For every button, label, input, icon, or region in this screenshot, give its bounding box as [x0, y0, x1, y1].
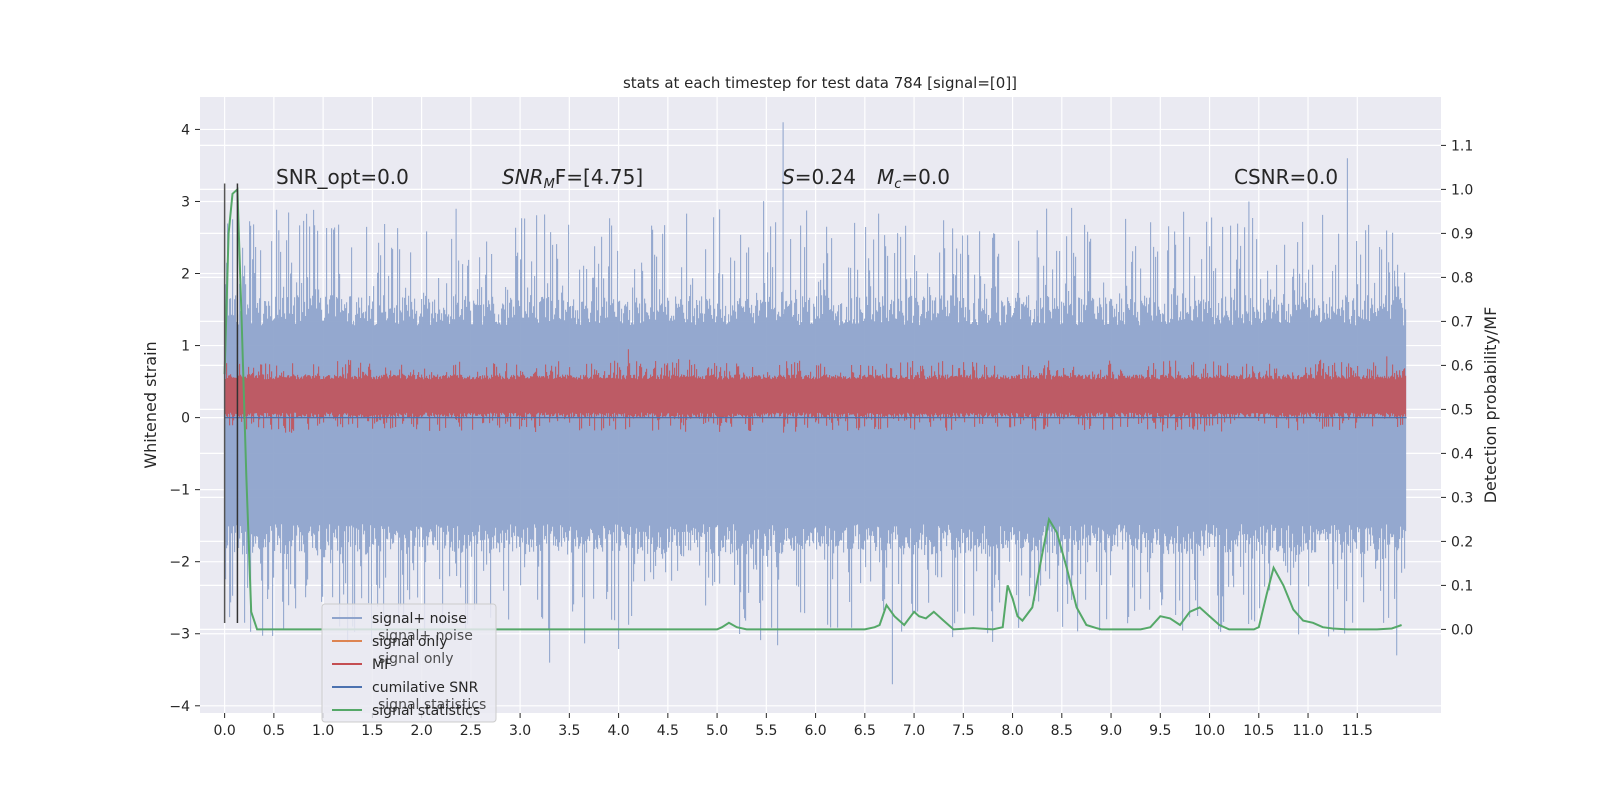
- y2-tick-label: 0.5: [1451, 402, 1473, 418]
- annotation-s: S=0.24: [782, 165, 856, 189]
- x-tick-label: 2.0: [410, 723, 432, 739]
- x-tick-label: 9.5: [1149, 723, 1171, 739]
- y-tick-label: 1: [181, 339, 190, 355]
- legend-label: signal only: [372, 634, 447, 650]
- annotation-snr-opt: SNR_opt=0.0: [276, 165, 409, 189]
- y2-tick-label: 0.1: [1451, 578, 1473, 594]
- legend-box: [321, 603, 497, 723]
- annotation-s-rest: =0.24: [795, 165, 856, 189]
- y-tick-label: 0: [181, 411, 190, 427]
- y2-axis-label: Detection probability/MF: [1481, 307, 1500, 504]
- x-tick-label: 9.0: [1100, 723, 1122, 739]
- x-tick-label: 1.5: [361, 723, 383, 739]
- legend-label: signal+ noise: [372, 611, 467, 627]
- legend-ghost-signal: signal only: [378, 651, 453, 667]
- legend-ghost-stats: signal statistics: [378, 697, 486, 713]
- x-tick-label: 0.0: [213, 723, 235, 739]
- x-tick-label: 0.5: [263, 723, 285, 739]
- y-tick-label: −1: [169, 483, 190, 499]
- y2-tick-label: 0.8: [1451, 270, 1473, 286]
- y2-tick-label: 0.3: [1451, 490, 1473, 506]
- y2-tick-label: 0.2: [1451, 534, 1473, 550]
- axes: 0.0 0.5 1.0 1.5 2.0 2.5 3.0 3.5 4.0 4.5 5.0 5.5 6.0 6…: [169, 122, 1473, 739]
- legend-ghost-noise: signal+ noise: [378, 628, 473, 644]
- x-tick-label: 10.5: [1243, 723, 1274, 739]
- x-tick-label: 4.0: [607, 723, 629, 739]
- y-tick-label: −3: [169, 627, 190, 643]
- annotation-mc: Mc=0.0: [877, 165, 950, 192]
- annotation-mc-sub: c: [894, 177, 901, 192]
- x-tick-label: 11.0: [1292, 723, 1323, 739]
- y2-tick-label: 0.9: [1451, 226, 1473, 242]
- y2-tick-label: 1.1: [1451, 138, 1473, 154]
- x-tick-label: 5.5: [755, 723, 777, 739]
- y-tick-label: 3: [181, 194, 190, 210]
- annotation-csnr: CSNR=0.0: [1234, 165, 1338, 189]
- y-axis-label: Whitened strain: [141, 341, 160, 468]
- annotation-s-base: S: [782, 165, 795, 189]
- x-tick-label: 3.0: [509, 723, 531, 739]
- y2-tick-label: 0.0: [1451, 622, 1473, 638]
- annotation-snr-mf-base: SNR: [502, 165, 544, 189]
- y-tick-label: 4: [181, 122, 190, 138]
- series-layer: [223, 122, 1407, 685]
- x-tick-label: 7.0: [903, 723, 925, 739]
- x-tick-label: 2.5: [460, 723, 482, 739]
- y2-tick-label: 1.0: [1451, 182, 1473, 198]
- y2-tick-label: 0.7: [1451, 314, 1473, 330]
- y2-tick-label: 0.6: [1451, 358, 1473, 374]
- legend: signal+ noise signal only signal statist…: [321, 603, 497, 723]
- y2-tick-label: 0.4: [1451, 446, 1473, 462]
- x-tick-label: 5.0: [706, 723, 728, 739]
- legend-label: signal statistics: [372, 703, 480, 719]
- chart-title: stats at each timestep for test data 784…: [623, 74, 1017, 92]
- x-tick-label: 8.5: [1051, 723, 1073, 739]
- x-tick-label: 8.0: [1001, 723, 1023, 739]
- x-tick-label: 7.5: [952, 723, 974, 739]
- x-tick-label: 4.5: [657, 723, 679, 739]
- annotation-snr-mf: SNRMF=[4.75]: [502, 165, 643, 192]
- x-tick-label: 11.5: [1342, 723, 1373, 739]
- annotation-snr-mf-rest: F=[4.75]: [555, 165, 643, 189]
- annotations: SNR_opt=0.0 SNRMF=[4.75] S=0.24 Mc=0.0 C…: [276, 165, 1338, 192]
- x-tick-label: 3.5: [558, 723, 580, 739]
- y-tick-label: −2: [169, 555, 190, 571]
- y-tick-label: −4: [169, 699, 190, 715]
- series-signal-statistics: [223, 187, 1402, 631]
- x-tick-label: 6.5: [854, 723, 876, 739]
- x-tick-label: 10.0: [1194, 723, 1225, 739]
- annotation-mc-rest: =0.0: [901, 165, 950, 189]
- legend-label: cumilative SNR: [372, 680, 479, 696]
- annotation-snr-mf-sub: M: [544, 177, 555, 192]
- x-tick-label: 6.0: [804, 723, 826, 739]
- annotation-mc-base: M: [877, 165, 894, 189]
- x-tick-label: 1.0: [312, 723, 334, 739]
- y-tick-label: 2: [181, 267, 190, 283]
- legend-label: MF: [372, 657, 392, 673]
